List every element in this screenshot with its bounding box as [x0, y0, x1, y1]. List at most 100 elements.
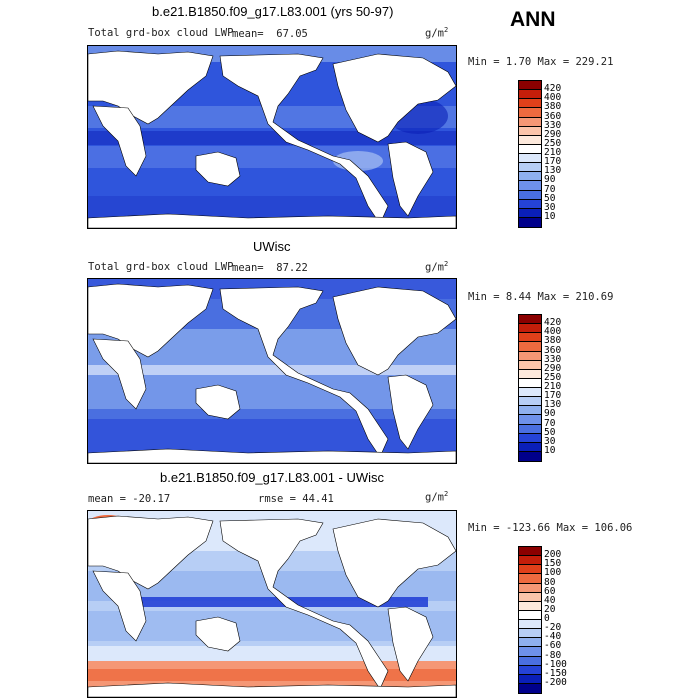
colorbar-swatch [519, 315, 541, 325]
colorbar-swatch [519, 451, 541, 461]
colorbar-swatch [519, 565, 541, 575]
colorbar-tick-label: -200 [544, 676, 567, 688]
colorbar-swatch [519, 683, 541, 693]
colorbar-swatch [519, 99, 541, 109]
colorbar-tick-label: 50 [544, 426, 556, 438]
panel1-units: g/m2 [425, 26, 449, 40]
colorbar-swatch [519, 433, 541, 443]
colorbar-tick-label: 50 [544, 192, 556, 204]
colorbar-swatch [519, 647, 541, 657]
panel1-variable: Total grd-box cloud LWP [88, 27, 234, 39]
colorbar-tick-label: -100 [544, 658, 567, 670]
colorbar-tick-label: 330 [544, 353, 562, 365]
panel3-units: g/m2 [425, 490, 449, 504]
colorbar-swatch [519, 208, 541, 218]
colorbar-swatch [519, 406, 541, 416]
colorbar-tick-label: 360 [544, 110, 562, 122]
colorbar-swatch [519, 342, 541, 352]
colorbar-tick-label: 150 [544, 558, 562, 570]
panel2-map [87, 278, 457, 464]
colorbar-swatch [519, 172, 541, 182]
colorbar-tick-label: 250 [544, 371, 562, 383]
colorbar-tick-label: -40 [544, 631, 562, 643]
panel2-colorbar [518, 314, 542, 462]
colorbar-tick-label: 80 [544, 576, 556, 588]
colorbar-tick-label: 420 [544, 83, 562, 95]
colorbar-swatch [519, 351, 541, 361]
colorbar-tick-label: 100 [544, 567, 562, 579]
colorbar-swatch [519, 181, 541, 191]
colorbar-tick-label: 30 [544, 201, 556, 213]
panel1-mean: mean= 67.05 [232, 28, 308, 40]
panel2-variable: Total grd-box cloud LWP [88, 261, 234, 273]
panel2-title: UWisc [253, 239, 291, 254]
colorbar-tick-label: 60 [544, 585, 556, 597]
colorbar-tick-label: -60 [544, 640, 562, 652]
colorbar-swatch [519, 415, 541, 425]
colorbar-swatch [519, 547, 541, 557]
panel2-mean: mean= 87.22 [232, 262, 308, 274]
panel3-minmax: Min = -123.66 Max = 106.06 [468, 522, 633, 534]
colorbar-tick-label: 400 [544, 326, 562, 338]
panel3-mean: mean = -20.17 [88, 493, 171, 505]
colorbar-swatch [519, 583, 541, 593]
colorbar-tick-label: 170 [544, 156, 562, 168]
colorbar-tick-label: 90 [544, 174, 556, 186]
colorbar-swatch [519, 163, 541, 173]
colorbar-tick-label: 290 [544, 128, 562, 140]
colorbar-swatch [519, 424, 541, 434]
colorbar-swatch [519, 601, 541, 611]
colorbar-swatch [519, 665, 541, 675]
colorbar-swatch [519, 638, 541, 648]
colorbar-swatch [519, 90, 541, 100]
colorbar-swatch [519, 656, 541, 666]
colorbar-swatch [519, 397, 541, 407]
colorbar-swatch [519, 117, 541, 127]
colorbar-tick-label: 130 [544, 399, 562, 411]
colorbar-tick-label: -150 [544, 667, 567, 679]
colorbar-tick-label: -20 [544, 622, 562, 634]
colorbar-swatch [519, 674, 541, 684]
colorbar-swatch [519, 324, 541, 334]
colorbar-swatch [519, 369, 541, 379]
colorbar-tick-label: 130 [544, 165, 562, 177]
colorbar-swatch [519, 108, 541, 118]
colorbar-tick-label: 0 [544, 613, 550, 624]
colorbar-tick-label: 10 [544, 444, 556, 456]
colorbar-tick-label: 10 [544, 210, 556, 222]
colorbar-tick-label: 400 [544, 92, 562, 104]
panel1-title: b.e21.B1850.f09_g17.L83.001 (yrs 50-97) [152, 4, 394, 19]
colorbar-tick-label: 70 [544, 183, 556, 195]
colorbar-swatch [519, 217, 541, 227]
colorbar-swatch [519, 144, 541, 154]
colorbar-swatch [519, 556, 541, 566]
colorbar-swatch [519, 126, 541, 136]
colorbar-swatch [519, 610, 541, 620]
colorbar-swatch [519, 199, 541, 209]
panel2-units: g/m2 [425, 260, 449, 274]
colorbar-tick-label: 90 [544, 408, 556, 420]
colorbar-swatch [519, 388, 541, 398]
colorbar-tick-label: 380 [544, 335, 562, 347]
colorbar-tick-label: 420 [544, 317, 562, 329]
colorbar-swatch [519, 190, 541, 200]
colorbar-tick-label: 290 [544, 362, 562, 374]
colorbar-tick-label: 20 [544, 603, 556, 615]
panel3-colorbar [518, 546, 542, 694]
panel2-minmax: Min = 8.44 Max = 210.69 [468, 291, 614, 303]
colorbar-tick-label: 30 [544, 435, 556, 447]
colorbar-swatch [519, 360, 541, 370]
colorbar-tick-label: 330 [544, 119, 562, 131]
colorbar-swatch [519, 629, 541, 639]
colorbar-tick-label: 210 [544, 147, 562, 158]
colorbar-tick-label: 360 [544, 344, 562, 356]
panel3-map [87, 510, 457, 698]
colorbar-swatch [519, 378, 541, 388]
colorbar-tick-label: 40 [544, 594, 556, 606]
colorbar-swatch [519, 81, 541, 91]
colorbar-swatch [519, 333, 541, 343]
colorbar-swatch [519, 574, 541, 584]
colorbar-swatch [519, 154, 541, 164]
panel3-title: b.e21.B1850.f09_g17.L83.001 - UWisc [160, 470, 385, 485]
panel1-colorbar [518, 80, 542, 228]
